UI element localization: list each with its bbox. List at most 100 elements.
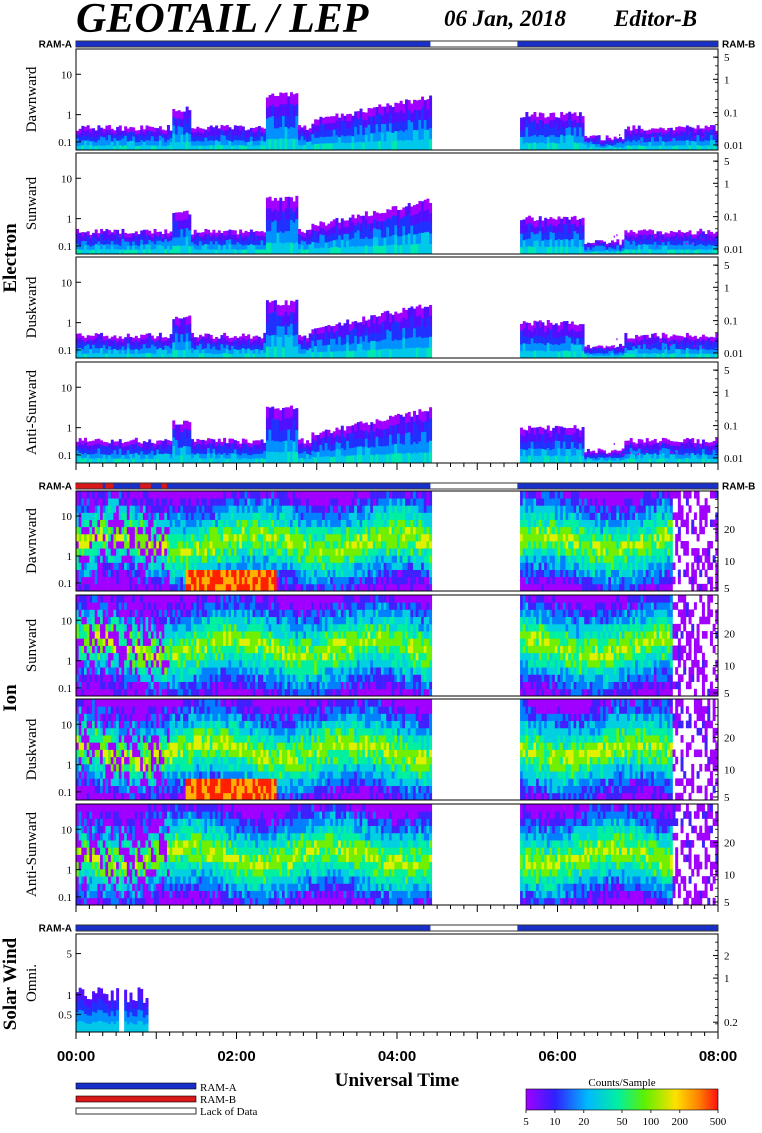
left-tick-label: 1 xyxy=(67,760,73,772)
x-axis-label: Universal Time xyxy=(335,1070,459,1091)
right-tick-label: 5 xyxy=(724,52,730,64)
right-tick-label: 0.1 xyxy=(724,316,738,328)
ram-a-segment xyxy=(517,42,718,47)
ram-right-label: RAM-B xyxy=(722,482,755,493)
group-label: Electron xyxy=(0,223,21,293)
right-tick-label: 0.01 xyxy=(724,244,743,256)
ram-b-segment xyxy=(105,484,113,489)
panel-name: Anti-Sunward xyxy=(24,812,40,897)
left-tick-label: 0.1 xyxy=(58,345,72,357)
plot-editor: Editor-B xyxy=(613,6,697,31)
panel-frame xyxy=(76,934,718,1032)
left-tick-label: 1 xyxy=(67,551,73,563)
left-tick-label: 10 xyxy=(61,277,73,289)
right-tick-label: 2 xyxy=(724,951,730,963)
panel-name: Sunward xyxy=(24,618,40,672)
left-tick-label: 10 xyxy=(61,615,73,627)
ram-b-segment xyxy=(76,484,103,489)
left-tick-label: 10 xyxy=(61,824,73,836)
panel-area: RAM-A RAM-B Dawnward 10 1 0.1 5 1 0.1 0.01 Sunward… xyxy=(0,40,755,1040)
ram-b-segment xyxy=(162,484,167,489)
right-tick-label: 1 xyxy=(724,74,730,86)
left-tick-label: 1 xyxy=(67,656,73,668)
colorbar-tick-label: 100 xyxy=(643,1116,660,1128)
right-tick-label: 0.1 xyxy=(724,421,738,433)
panel-name: Dawnward xyxy=(24,508,40,574)
ram-a-segment xyxy=(76,926,430,931)
ram-left-label: RAM-A xyxy=(39,924,72,935)
right-tick-label: 1 xyxy=(724,387,730,399)
left-tick-label: 0.1 xyxy=(58,241,72,253)
right-tick-label: 5 xyxy=(724,365,730,377)
right-tick-label: 0.1 xyxy=(724,212,738,224)
ram-b-swatch xyxy=(76,1096,196,1102)
left-tick-label: 1 xyxy=(67,865,73,877)
time-tick-label: 06:00 xyxy=(538,1048,576,1065)
left-tick-label: 10 xyxy=(61,173,73,185)
ram-left-label: RAM-A xyxy=(39,40,72,51)
colorbar-title: Counts/Sample xyxy=(588,1077,655,1089)
right-tick-label: 10 xyxy=(724,765,736,777)
right-tick-label: 5 xyxy=(724,792,730,804)
ram-a-segment xyxy=(517,484,718,489)
right-tick-label: 0.1 xyxy=(724,108,738,120)
left-tick-label: 0.1 xyxy=(58,578,72,590)
ram-left-label: RAM-A xyxy=(39,482,72,493)
left-tick-label: 10 xyxy=(61,69,73,81)
right-tick-label: 0.01 xyxy=(724,348,743,360)
right-tick-label: 5 xyxy=(724,583,730,595)
plot-date: 06 Jan, 2018 xyxy=(444,6,567,31)
colorbar-tick-label: 10 xyxy=(549,1116,561,1128)
panel-name: Sunward xyxy=(24,176,40,230)
right-tick-label: 20 xyxy=(724,628,736,640)
left-tick-label: 1 xyxy=(67,214,73,226)
left-tick-label: 10 xyxy=(61,382,73,394)
right-tick-label: 20 xyxy=(724,837,736,849)
right-tick-label: 5 xyxy=(724,688,730,700)
group-label: Ion xyxy=(0,684,21,712)
left-tick-label: 0.1 xyxy=(58,787,72,799)
colorbar-tick-label: 50 xyxy=(617,1116,629,1128)
left-tick-label: 1 xyxy=(67,423,73,435)
legend-ram-a: RAM-A xyxy=(200,1082,237,1094)
right-tick-label: 1 xyxy=(724,973,730,985)
ram-legend: RAM-A RAM-B Lack of Data xyxy=(76,1082,258,1118)
right-tick-label: 1 xyxy=(724,178,730,190)
time-tick-label: 00:00 xyxy=(57,1048,95,1065)
ram-a-segment xyxy=(517,926,718,931)
time-tick-label: 08:00 xyxy=(699,1048,737,1065)
right-tick-label: 1 xyxy=(724,282,730,294)
right-tick-label: 5 xyxy=(724,897,730,909)
colorbar-tick-label: 200 xyxy=(672,1116,689,1128)
panel-name: Duskward xyxy=(24,276,40,338)
right-tick-label: 10 xyxy=(724,556,736,568)
left-tick-label: 0.5 xyxy=(58,1009,72,1021)
panel-name: Dawnward xyxy=(24,66,40,132)
ram-a-segment xyxy=(76,484,430,489)
left-tick-label: 0.1 xyxy=(58,892,72,904)
legend-ram-b: RAM-B xyxy=(200,1094,236,1106)
lack-of-data-swatch xyxy=(76,1108,196,1114)
left-tick-label: 0.1 xyxy=(58,450,72,462)
left-tick-label: 1 xyxy=(67,110,73,122)
panel-name: Omni. xyxy=(24,964,40,1002)
panel-name: Duskward xyxy=(24,718,40,780)
panel-name: Anti-Sunward xyxy=(24,370,40,455)
ram-right-label: RAM-B xyxy=(722,40,755,51)
left-tick-label: 0.1 xyxy=(58,137,72,149)
group-label: Solar Wind xyxy=(0,937,21,1030)
left-tick-label: 1 xyxy=(67,318,73,330)
right-tick-label: 0.2 xyxy=(724,1017,738,1029)
plot-title: GEOTAIL / LEP xyxy=(76,0,369,42)
right-tick-label: 5 xyxy=(724,260,730,272)
time-tick-label: 04:00 xyxy=(378,1048,416,1065)
spectrogram-panel: Duskward 10 1 0.1 5 1 0.1 0.01 xyxy=(24,257,743,360)
